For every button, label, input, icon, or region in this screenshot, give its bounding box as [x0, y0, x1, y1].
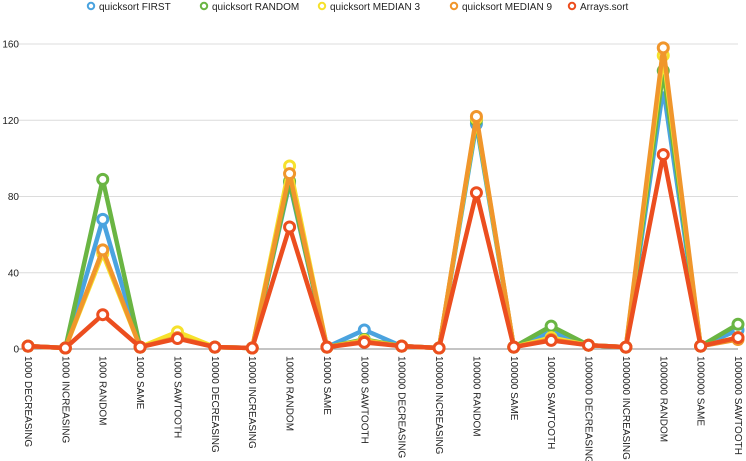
series-line [25, 45, 741, 351]
data-point [432, 341, 446, 355]
x-tick-label: 1000 DECREASING [22, 356, 33, 447]
x-tick-label: 100000 SAME [508, 356, 519, 421]
data-point [357, 335, 371, 349]
x-tick-label: 1000 RANDOM [97, 356, 108, 425]
data-point [469, 186, 483, 200]
x-tick-label: 100000 DECREASING [396, 356, 407, 458]
data-point [320, 340, 334, 354]
legend-label: quicksort FIRST [99, 2, 171, 13]
data-point [619, 340, 633, 354]
legend: quicksort FIRST quicksort RANDOM quicksort… [86, 1, 629, 13]
legend-item: quicksort MEDIAN 9 [449, 1, 552, 13]
x-tick-label: 1000 SAME [134, 356, 145, 410]
legend-label: quicksort MEDIAN 9 [462, 2, 552, 13]
data-point [582, 338, 596, 352]
x-tick-label: 10000 INCREASING [246, 356, 257, 449]
data-point [245, 341, 259, 355]
x-tick-label: 100000 INCREASING [433, 356, 444, 455]
x-tick-label: 100000 SAWTOOTH [545, 356, 556, 449]
data-point [656, 41, 670, 55]
legend-label: quicksort MEDIAN 3 [330, 2, 420, 13]
series-arrays-sort [21, 148, 745, 355]
y-axis-ticks: 0 40 80 120 160 [2, 40, 19, 356]
grid-lines [18, 43, 738, 350]
data-point [96, 243, 110, 257]
data-point [544, 333, 558, 347]
x-tick-label: 1000 INCREASING [59, 356, 70, 443]
legend-item: quicksort FIRST [86, 1, 171, 13]
legend-item: Arrays.sort [567, 1, 629, 13]
legend-marker-icon [449, 1, 459, 11]
data-point [694, 339, 708, 353]
x-tick-label: 100000 RANDOM [470, 356, 481, 437]
x-tick-label: 1000000 INCREASING [620, 356, 631, 460]
data-point [469, 109, 483, 123]
x-tick-label: 10000 SAME [321, 356, 332, 415]
y-tick-label: 40 [8, 268, 20, 279]
y-tick-label: 120 [2, 116, 19, 127]
legend-item: quicksort RANDOM [199, 1, 299, 13]
legend-marker-icon [86, 1, 96, 11]
legend-marker-icon [199, 1, 209, 11]
data-point [283, 220, 297, 234]
data-point [208, 340, 222, 354]
data-point [133, 340, 147, 354]
data-point [507, 340, 521, 354]
data-point [96, 212, 110, 226]
legend-label: quicksort RANDOM [212, 2, 299, 13]
data-point [283, 167, 297, 181]
data-point [395, 339, 409, 353]
x-tick-label: 1000000 RANDOM [657, 356, 668, 442]
x-tick-label: 1000000 SAME [695, 356, 706, 426]
x-axis-ticks: 1000 DECREASING 1000 INCREASING 1000 RANDO… [22, 356, 743, 461]
legend-item: quicksort MEDIAN 3 [317, 1, 420, 13]
data-point [170, 332, 184, 346]
legend-label: Arrays.sort [580, 2, 629, 13]
data-point [731, 331, 745, 345]
x-tick-label: 1000 SAWTOOTH [171, 356, 182, 438]
data-point [544, 319, 558, 333]
x-tick-label: 1000000 SAWTOOTH [732, 356, 743, 455]
data-point [21, 339, 35, 353]
data-point [731, 317, 745, 331]
y-tick-label: 80 [8, 192, 20, 203]
data-point [656, 148, 670, 162]
y-tick-label: 160 [2, 40, 19, 51]
legend-marker-icon [567, 1, 577, 11]
y-tick-label: 0 [13, 345, 19, 356]
series-group [21, 41, 745, 355]
x-tick-label: 10000 RANDOM [284, 356, 295, 431]
legend-marker-icon [317, 1, 327, 11]
data-point [58, 341, 72, 355]
x-tick-label: 1000000 DECREASING [583, 356, 594, 461]
data-point [96, 172, 110, 186]
data-point [96, 308, 110, 322]
x-tick-label: 10000 SAWTOOTH [358, 356, 369, 444]
x-tick-label: 10000 DECREASING [209, 356, 220, 453]
